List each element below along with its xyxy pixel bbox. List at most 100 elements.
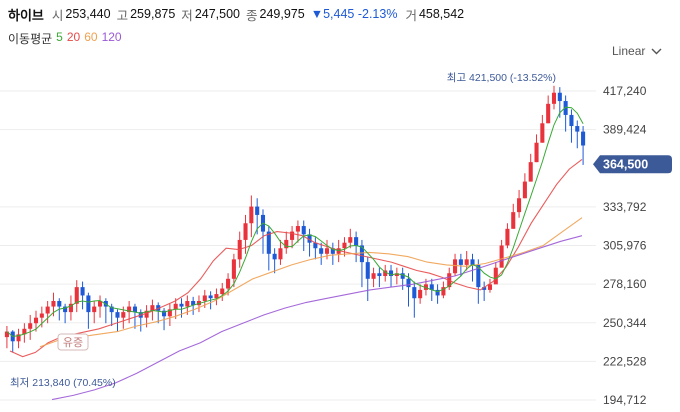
candle: [575, 126, 580, 132]
change-value: ▼5,445 -2.13%: [310, 7, 398, 21]
candle: [249, 206, 254, 224]
y-tick-label: 250,344: [603, 316, 647, 330]
candle: [581, 131, 586, 146]
candle: [16, 334, 21, 342]
ma-legend-item-20[interactable]: 20: [66, 30, 81, 44]
candle: [208, 295, 213, 299]
candle: [319, 248, 324, 254]
high-annotation: 최고 421,500 (-13.52%): [447, 72, 556, 84]
candle: [458, 259, 463, 265]
candle: [348, 237, 353, 243]
candle: [493, 267, 498, 285]
y-tick-label: 333,792: [603, 200, 647, 214]
candle: [191, 301, 196, 306]
candle: [528, 162, 533, 182]
low-label: 저: [181, 8, 193, 23]
candle: [4, 331, 9, 338]
candle: [231, 259, 236, 279]
scale-label: Linear: [612, 44, 646, 58]
candle: [324, 248, 330, 254]
low-annotation: 최저 213,840 (70.45%): [10, 377, 116, 389]
y-tick-label: 194,712: [603, 393, 647, 407]
chevron-down-icon: [651, 48, 662, 54]
candle: [33, 317, 39, 324]
candle: [22, 328, 27, 335]
candle: [243, 223, 248, 240]
candle: [418, 289, 423, 299]
candle: [394, 273, 399, 277]
y-tick-label: 417,240: [603, 84, 647, 98]
candle: [202, 295, 207, 302]
candle: [39, 313, 44, 318]
ma-legend-item-60[interactable]: 60: [84, 30, 98, 44]
candle: [522, 181, 527, 199]
candle: [307, 234, 312, 243]
close-label: 종: [246, 8, 258, 23]
candle: [388, 270, 394, 277]
current-price-tag: [593, 155, 672, 174]
ma-legend-item-120[interactable]: 120: [101, 30, 122, 44]
y-tick-label: 222,528: [603, 354, 647, 368]
candle: [80, 287, 85, 296]
candle: [92, 306, 97, 313]
candle: [470, 259, 475, 265]
candle: [313, 242, 318, 249]
candle: [115, 312, 120, 318]
ma-legend-label: 이동평균: [8, 32, 53, 46]
low-value: 247,500: [194, 7, 240, 21]
ma-line-120: [51, 235, 583, 401]
candle: [45, 306, 50, 314]
candle: [144, 310, 149, 318]
candle: [301, 226, 306, 235]
high-label: 고: [116, 8, 129, 23]
candle: [278, 248, 283, 260]
candle: [127, 306, 132, 313]
candle: [499, 245, 504, 268]
candle: [132, 306, 137, 313]
candle: [97, 301, 103, 307]
candle: [342, 242, 347, 249]
candle: [214, 294, 219, 299]
ma-legend: 이동평균 5 20 60 120: [8, 30, 122, 47]
candle: [453, 259, 458, 274]
candle: [57, 301, 62, 307]
y-tick-label: 389,424: [603, 123, 647, 137]
ma-legend-item-5[interactable]: 5: [56, 30, 63, 44]
candle: [68, 303, 73, 313]
candle: [255, 206, 260, 215]
candle: [464, 259, 469, 265]
candle: [406, 278, 411, 288]
high-value: 259,875: [130, 7, 176, 21]
candle: [476, 264, 481, 288]
candle: [109, 306, 114, 313]
candle: [517, 198, 522, 213]
price-header: 하이브 시 253,440 고 259,875 저 247,500 종 249,…: [8, 4, 470, 24]
candle: [162, 310, 167, 317]
candle: [569, 114, 574, 127]
candle: [226, 278, 231, 289]
candle: [266, 231, 271, 254]
event-marker-box: [57, 333, 89, 351]
candle: [412, 287, 417, 299]
candle: [365, 262, 370, 279]
open-value: 253,440: [65, 7, 111, 21]
candle: [482, 287, 487, 290]
open-label: 시: [51, 8, 64, 23]
candle: [511, 212, 516, 229]
candle: [551, 92, 557, 104]
candle: [563, 101, 568, 115]
stock-name: 하이브: [8, 7, 44, 23]
volume-label: 거: [405, 8, 417, 23]
candle: [74, 287, 79, 304]
candle: [150, 305, 155, 311]
candle: [383, 270, 388, 277]
candle: [359, 245, 364, 263]
candle: [28, 323, 33, 329]
candle: [51, 301, 56, 307]
candle: [423, 284, 428, 290]
candle: [220, 288, 225, 295]
candle: [63, 306, 68, 313]
candle: [540, 123, 545, 143]
scale-selector[interactable]: Linear: [612, 44, 662, 58]
